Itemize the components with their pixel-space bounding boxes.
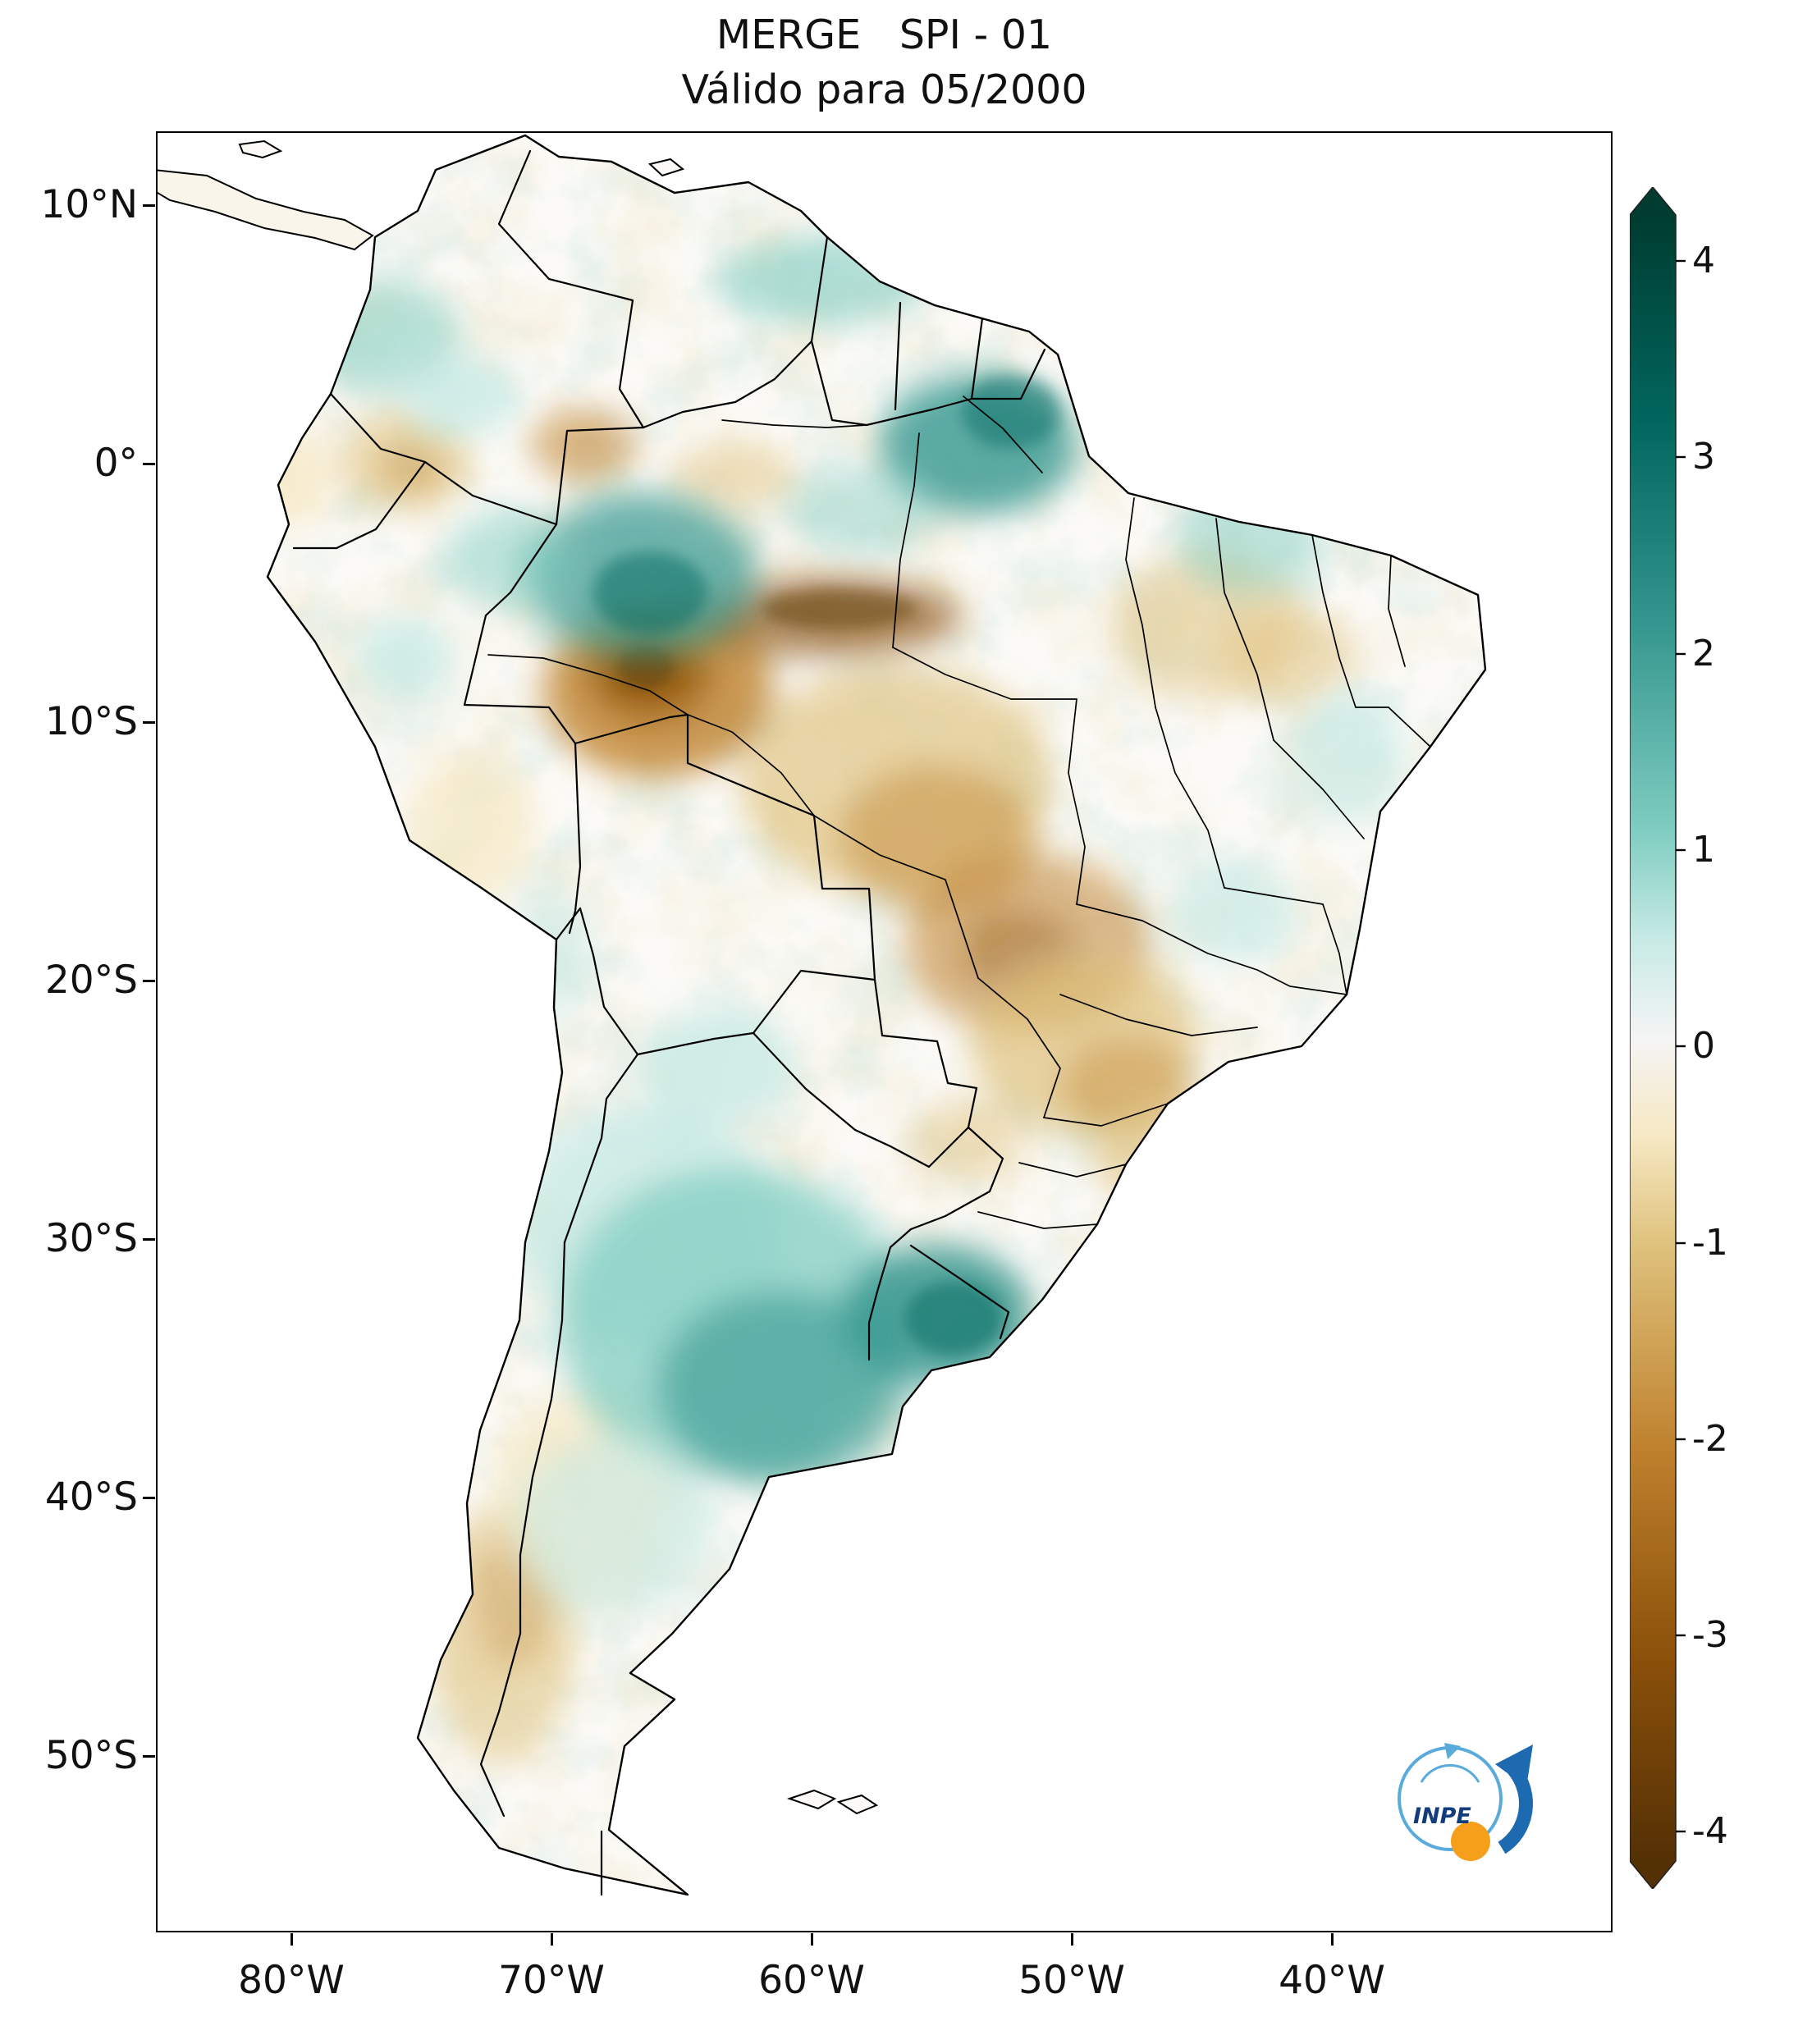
logo-inner-arc	[1420, 1763, 1480, 1783]
colorbar-lower-extend-arrow	[1630, 1861, 1676, 1889]
chart-subtitle: Válido para 05/2000	[681, 66, 1087, 113]
colorbar-tick-label: -2	[1692, 1418, 1728, 1460]
y-tick-label: 0°	[94, 441, 138, 486]
y-tick-mark	[143, 721, 155, 724]
y-tick-label: 20°S	[44, 958, 138, 1003]
inpe-logo-text: INPE	[1413, 1804, 1471, 1829]
y-tick-mark	[143, 463, 155, 465]
x-tick-mark	[1331, 1933, 1334, 1946]
spi-negative-anomalies	[268, 408, 1356, 1766]
logo-blue-arrowhead-icon	[1495, 1744, 1533, 1787]
x-tick-mark	[551, 1933, 553, 1946]
x-tick-label: 80°W	[238, 1958, 345, 2003]
colorbar-tick-marks	[1676, 259, 1686, 1833]
map-plot: INPE	[156, 131, 1613, 1932]
colorbar-tick-label: 1	[1692, 829, 1715, 871]
colorbar-tick-label: 2	[1692, 633, 1715, 674]
y-tick-mark	[143, 980, 155, 982]
logo-orange-dot	[1451, 1822, 1490, 1861]
adjacent-landmasses	[158, 139, 879, 1815]
colorbar-tick-label: 4	[1692, 240, 1715, 281]
y-tick-mark	[143, 1497, 155, 1499]
spi-anomaly-raster	[268, 135, 1485, 1895]
x-tick-mark	[291, 1933, 293, 1946]
figure-title-block: MERGE SPI - 01 Válido para 05/2000	[156, 11, 1613, 113]
y-tick-label: 10°N	[40, 182, 138, 227]
state-borders	[487, 396, 1431, 1229]
y-tick-mark	[143, 1755, 155, 1758]
y-tick-label: 30°S	[44, 1216, 138, 1261]
logo-swirl-arrowhead-icon	[1444, 1743, 1461, 1759]
colorbar-upper-extend-arrow	[1630, 187, 1676, 215]
y-tick-mark	[143, 1238, 155, 1241]
inpe-logo: INPE	[1398, 1743, 1534, 1861]
colorbar	[1629, 185, 1686, 1891]
chart-title: MERGE SPI - 01	[716, 11, 1053, 58]
x-tick-mark	[811, 1933, 813, 1946]
x-tick-label: 70°W	[498, 1958, 605, 2003]
x-tick-mark	[1071, 1933, 1073, 1946]
y-tick-label: 50°S	[44, 1733, 138, 1778]
y-tick-label: 40°S	[44, 1475, 138, 1520]
south-america-map: INPE	[158, 134, 1534, 1896]
spi-positive-cores	[592, 375, 1060, 1356]
colorbar-tick-label: -3	[1692, 1614, 1728, 1656]
colorbar-tick-label: 3	[1692, 436, 1715, 478]
coastline	[266, 134, 1487, 1896]
wet-mottle-texture	[268, 135, 1485, 1895]
colorbar-svg	[1629, 185, 1686, 1891]
colorbar-tick-label: 0	[1692, 1025, 1715, 1067]
y-tick-mark	[143, 204, 155, 207]
y-tick-label: 10°S	[44, 699, 138, 744]
x-tick-label: 40°W	[1279, 1958, 1385, 2003]
colorbar-tick-label: -4	[1692, 1810, 1728, 1852]
x-tick-label: 60°W	[758, 1958, 865, 2003]
colorbar-gradient	[1630, 215, 1676, 1861]
country-borders	[292, 149, 1046, 1896]
x-tick-label: 50°W	[1018, 1958, 1125, 2003]
colorbar-tick-label: -1	[1692, 1222, 1728, 1264]
